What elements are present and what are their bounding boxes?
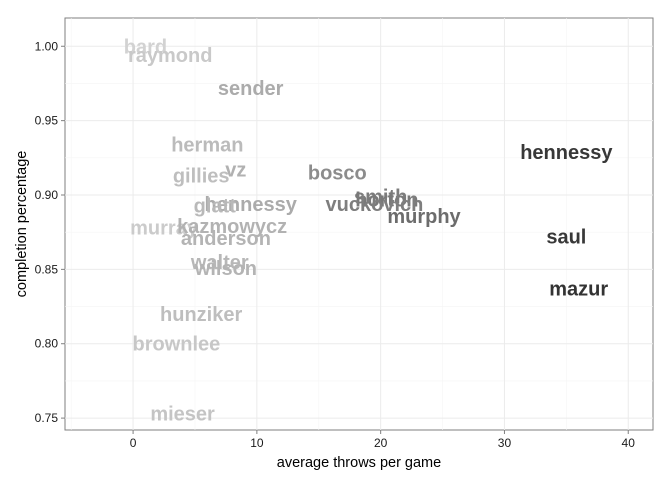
y-tick-label: 0.75 [35,411,59,425]
point-label: sender [218,78,284,100]
x-tick-label: 0 [130,436,137,450]
point-label: hennessy [205,194,298,216]
point-label: murray [130,218,199,240]
point-label: hunziker [160,304,242,326]
point-label: glatt [194,195,237,217]
y-tick-label: 0.85 [35,262,59,276]
y-axis-ticks: 0.75 0.80 0.85 0.90 0.95 1.00 [35,39,65,425]
point-label: smith [354,186,407,208]
point-label: mazur [549,279,608,301]
point-label: herman [171,134,243,156]
y-tick-label: 0.80 [35,337,59,351]
point-label: saul [546,227,586,249]
x-tick-label: 40 [622,436,636,450]
grid-lines [65,18,653,430]
y-tick-label: 1.00 [35,39,59,53]
x-axis-title: average throws per game [277,455,441,471]
point-label: vz [225,160,246,182]
y-tick-label: 0.95 [35,114,59,128]
y-tick-label: 0.90 [35,188,59,202]
point-label: hennessy [520,142,613,164]
x-axis-ticks: 0 10 20 30 40 [130,430,635,450]
point-label: mieser [150,404,215,426]
point-label: vuckovich [326,194,424,216]
point-label: brownlee [133,334,221,356]
x-tick-label: 30 [498,436,512,450]
point-label: horton [355,189,418,211]
plot-panel [64,17,654,431]
point-label: kazmowycz [177,216,287,238]
point-label: gillies [173,166,230,188]
y-axis-title: completion percentage [14,151,30,298]
point-label: bard [124,36,167,58]
point-label: murphy [387,206,461,228]
point-label: walter [190,252,249,274]
x-tick-label: 20 [374,436,388,450]
point-label: anderson [181,228,271,250]
point-label: wilson [194,258,257,280]
point-label: bosco [308,163,367,185]
x-tick-label: 10 [250,436,264,450]
point-label: raymond [128,45,212,67]
